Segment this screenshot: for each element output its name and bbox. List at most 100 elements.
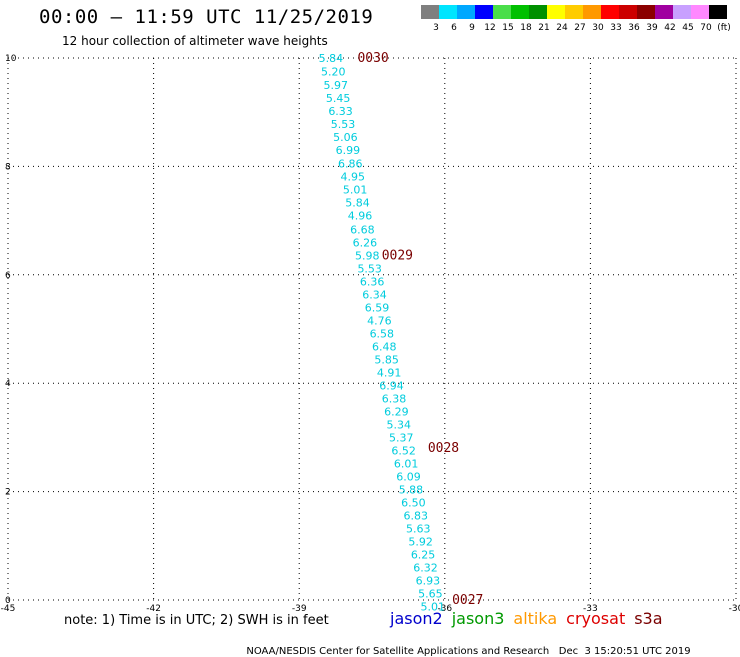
swh-value-label: 4.95 — [340, 171, 365, 184]
color-swatch — [493, 5, 511, 19]
satellite-legend-jason2: jason2 — [390, 609, 443, 628]
color-scale-label: 18 — [520, 23, 532, 33]
color-scale-label: 42 — [664, 23, 676, 33]
color-scale-label: 21 — [538, 23, 550, 33]
swh-value-label: 4.91 — [377, 366, 402, 379]
color-scale-label: 6 — [451, 23, 457, 33]
swh-value-label: 5.53 — [331, 118, 356, 131]
color-swatch — [529, 5, 547, 19]
color-scale-label: 3 — [433, 23, 439, 33]
y-tick-label: 10 — [5, 54, 17, 64]
swh-value-label: 6.68 — [350, 223, 375, 236]
credit-line: NOAA/NESDIS Center for Satellite Applica… — [240, 635, 691, 657]
color-swatch — [583, 5, 601, 19]
swh-value-label: 5.20 — [321, 66, 346, 79]
swh-value-label: 4.76 — [367, 314, 392, 327]
y-tick-label: 0 — [5, 596, 11, 606]
x-tick-label: -33 — [583, 604, 598, 614]
swh-value-label: 5.06 — [333, 131, 358, 144]
color-swatch — [565, 5, 583, 19]
color-swatch — [673, 5, 691, 19]
color-scale-label: 15 — [502, 23, 514, 33]
x-tick-label: -36 — [437, 604, 452, 614]
swh-value-label: 5.97 — [323, 79, 348, 92]
color-swatch — [475, 5, 493, 19]
color-swatch — [709, 5, 727, 19]
color-scale-label: 30 — [592, 23, 604, 33]
color-swatch — [439, 5, 457, 19]
swh-value-label: 6.29 — [384, 405, 409, 418]
color-scale-label: 12 — [484, 23, 496, 33]
time-label: 0028 — [428, 441, 459, 456]
satellite-legend-s3a: s3a — [634, 609, 663, 628]
color-scale-label: 36 — [628, 23, 640, 33]
swh-value-label: 6.48 — [372, 340, 397, 353]
swh-value-label: 5.37 — [389, 431, 414, 444]
satellite-legend-cryosat: cryosat — [566, 609, 626, 628]
x-tick-label: -39 — [292, 604, 307, 614]
swh-value-label: 6.25 — [411, 548, 436, 561]
swh-value-label: 6.34 — [362, 288, 387, 301]
swh-value-label: 5.84 — [345, 197, 370, 210]
time-label: 0029 — [382, 248, 413, 263]
swh-value-label: 6.59 — [365, 301, 390, 314]
swh-value-label: 6.52 — [391, 444, 416, 457]
swh-value-label: 6.99 — [336, 144, 361, 157]
swh-value-label: 6.86 — [338, 158, 363, 171]
color-scale-label: 39 — [646, 23, 658, 33]
swh-value-label: 6.09 — [396, 470, 421, 483]
color-scale-label: 70 — [700, 23, 712, 33]
swh-value-label: 5.63 — [406, 522, 431, 535]
color-swatch — [691, 5, 709, 19]
x-tick-label: -45 — [1, 604, 16, 614]
color-swatch — [619, 5, 637, 19]
x-tick-label: -30 — [729, 604, 740, 614]
y-tick-label: 8 — [5, 162, 11, 172]
swh-value-label: 5.92 — [408, 535, 433, 548]
note-text: note: 1) Time is in UTC; 2) SWH is in fe… — [64, 613, 329, 628]
satellite-legend-altika: altika — [513, 609, 558, 628]
color-swatch — [421, 5, 439, 19]
color-scale-label: (ft) — [717, 23, 731, 33]
credit-separator — [549, 646, 559, 657]
y-tick-label: 2 — [5, 488, 11, 498]
swh-value-label: 6.38 — [382, 392, 407, 405]
swh-value-label: 5.45 — [326, 92, 351, 105]
chart-subtitle: 12 hour collection of altimeter wave hei… — [62, 34, 328, 48]
color-swatch — [511, 5, 529, 19]
chart-title: 00:00 – 11:59 UTC 11/25/2019 — [39, 6, 374, 28]
satellite-legend-jason3: jason3 — [451, 609, 505, 628]
x-tick-label: -42 — [146, 604, 161, 614]
color-scale-label: 45 — [682, 23, 694, 33]
credit-timestamp: Dec 3 15:20:51 UTC 2019 — [558, 646, 691, 657]
y-tick-label: 6 — [5, 271, 11, 281]
swh-value-label: 5.98 — [355, 249, 380, 262]
swh-value-label: 5.65 — [418, 587, 443, 600]
swh-value-label: 6.32 — [413, 561, 438, 574]
y-tick-label: 4 — [5, 379, 11, 389]
swh-value-label: 6.58 — [370, 327, 395, 340]
color-scale-label: 24 — [556, 23, 568, 33]
swh-value-label: 6.26 — [353, 236, 378, 249]
color-swatch — [601, 5, 619, 19]
color-swatch — [637, 5, 655, 19]
color-scale-label: 27 — [574, 23, 586, 33]
satellite-legend: jason2 jason3 altika cryosat s3a — [390, 609, 672, 628]
swh-value-label: 4.96 — [348, 210, 373, 223]
color-scale-label: 9 — [469, 23, 475, 33]
time-label: 0027 — [452, 593, 483, 608]
color-swatch — [547, 5, 565, 19]
swh-value-label: 6.33 — [328, 105, 353, 118]
credit-center: NOAA/NESDIS Center for Satellite Applica… — [246, 646, 550, 657]
swh-value-label: 6.83 — [404, 509, 429, 522]
swh-value-label: 6.50 — [401, 496, 426, 509]
swh-value-label: 6.36 — [360, 275, 385, 288]
swh-value-label: 6.01 — [394, 457, 419, 470]
color-swatch — [457, 5, 475, 19]
color-scale-label: 33 — [610, 23, 622, 33]
swh-value-label: 6.94 — [379, 379, 404, 392]
swh-value-label: 6.93 — [416, 574, 441, 587]
swh-value-label: 5.01 — [343, 184, 368, 197]
swh-value-label: 5.88 — [399, 483, 424, 496]
